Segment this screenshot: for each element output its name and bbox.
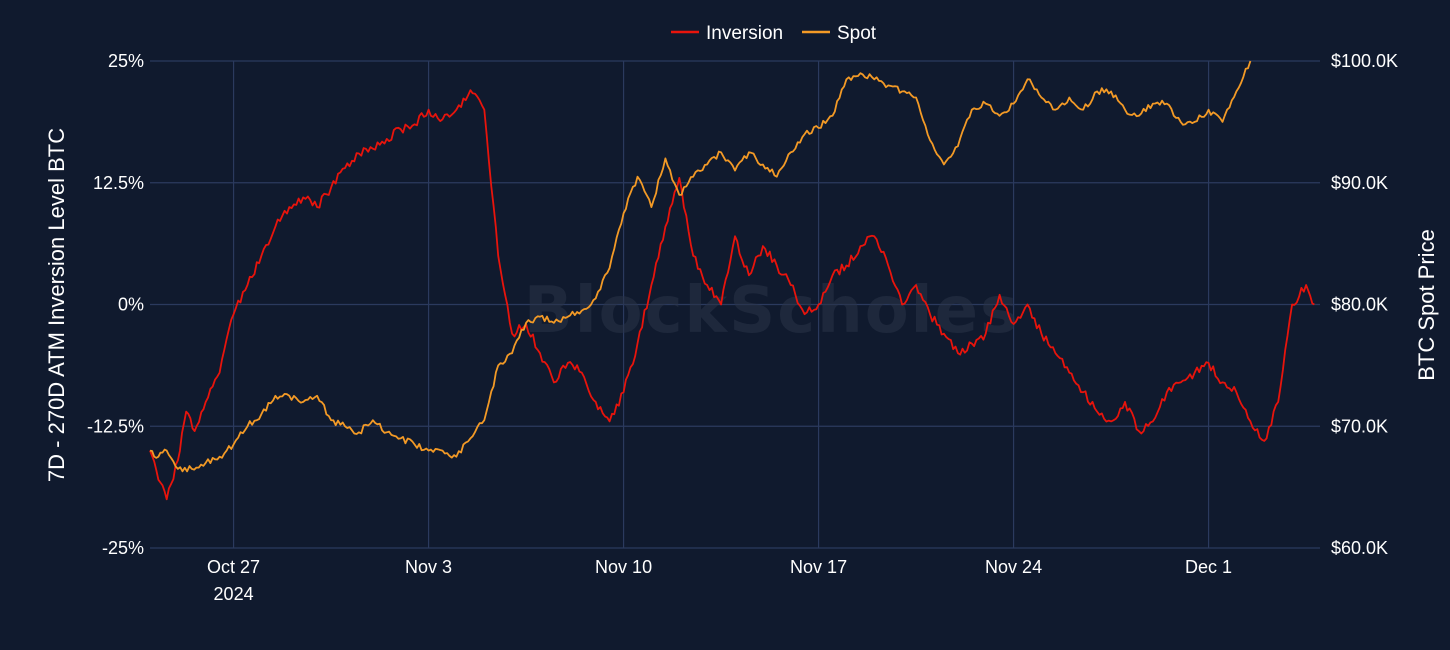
y-right-tick-label: $100.0K <box>1331 51 1398 71</box>
x-tick-label: Nov 10 <box>595 557 652 577</box>
x-tick-label: Nov 17 <box>790 557 847 577</box>
x-tick-label: Oct 27 <box>207 557 260 577</box>
series-line-inversion <box>149 89 1315 501</box>
y-left-tick-label: -25% <box>102 538 144 558</box>
y-right-tick-label: $80.0K <box>1331 295 1388 315</box>
y-right-axis-title: BTC Spot Price <box>1414 229 1439 381</box>
legend: Inversion Spot <box>671 23 877 44</box>
y-left-tick-label: 25% <box>108 51 144 71</box>
x-tick-label: Dec 1 <box>1185 557 1232 577</box>
axis-layer: 25% 12.5% 0% -12.5% -25% $100.0K $90.0K $80.0K $… <box>44 51 1439 604</box>
series-layer <box>149 60 1315 501</box>
watermark-text: BlockScholes <box>524 274 1020 348</box>
y-right-tick-label: $90.0K <box>1331 173 1388 193</box>
y-right-tick-label: $70.0K <box>1331 416 1388 436</box>
y-left-tick-label: -12.5% <box>87 416 144 436</box>
y-right-tick-label: $60.0K <box>1331 538 1388 558</box>
x-tick-label: Nov 24 <box>985 557 1042 577</box>
x-tick-label: Nov 3 <box>405 557 452 577</box>
y-left-tick-label: 12.5% <box>93 173 144 193</box>
y-left-tick-label: 0% <box>118 295 144 315</box>
legend-label-spot[interactable]: Spot <box>837 23 877 44</box>
series-line-spot <box>149 60 1252 473</box>
y-left-axis-title: 7D - 270D ATM Inversion Level BTC <box>44 128 69 482</box>
legend-label-inversion[interactable]: Inversion <box>706 23 783 44</box>
x-tick-sublabel: 2024 <box>214 584 254 604</box>
